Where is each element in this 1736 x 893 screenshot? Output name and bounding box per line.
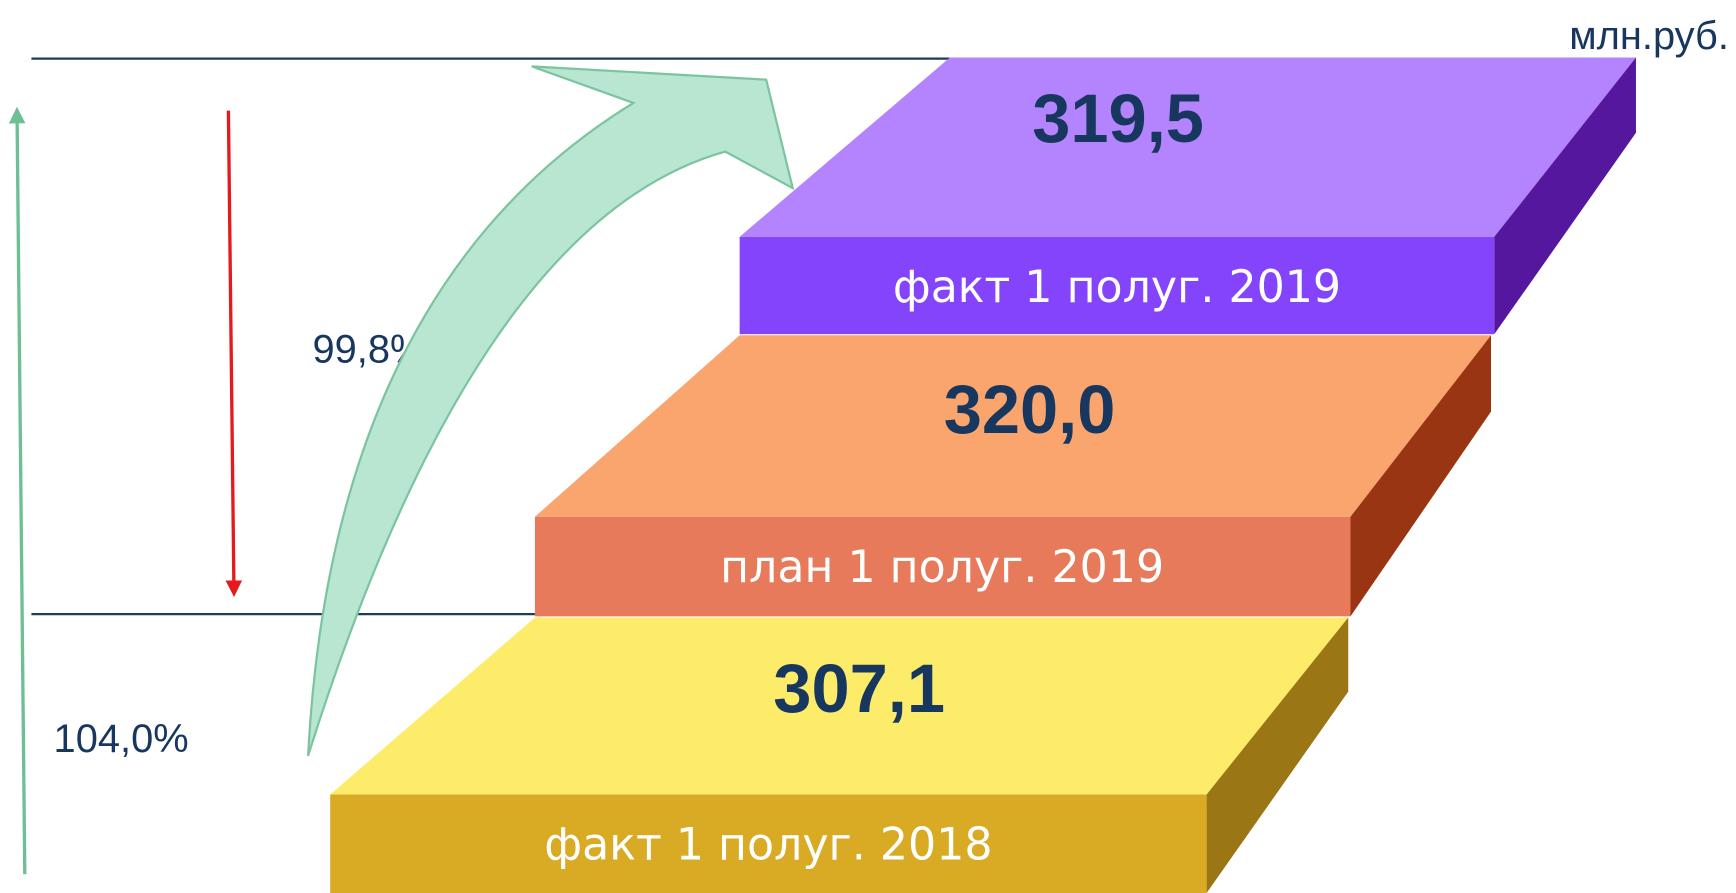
- step-side: [1350, 335, 1491, 617]
- step-top: [534, 335, 1491, 517]
- down-arrow: [225, 110, 243, 597]
- step-label: факт 1 полуг. 2019: [893, 262, 1341, 313]
- step-label: факт 1 полуг. 2018: [544, 820, 992, 871]
- up-arrow: [8, 106, 27, 875]
- step-front: [534, 516, 1351, 617]
- step-value: 319,5: [1032, 80, 1204, 157]
- step-side: [1206, 617, 1349, 893]
- growth-arrow: [306, 65, 795, 757]
- unit: млн.руб.: [1569, 14, 1729, 58]
- step-side: [1494, 57, 1636, 335]
- step-value: 307,1: [773, 650, 945, 727]
- growth-percent: 104,0%: [54, 717, 189, 761]
- step-value: 320,0: [944, 371, 1116, 448]
- step-top: [739, 57, 1636, 237]
- step-top: [330, 617, 1349, 795]
- step-front: [330, 794, 1207, 893]
- step-front: [739, 236, 1495, 335]
- step-label: план 1 полуг. 2019: [720, 542, 1164, 593]
